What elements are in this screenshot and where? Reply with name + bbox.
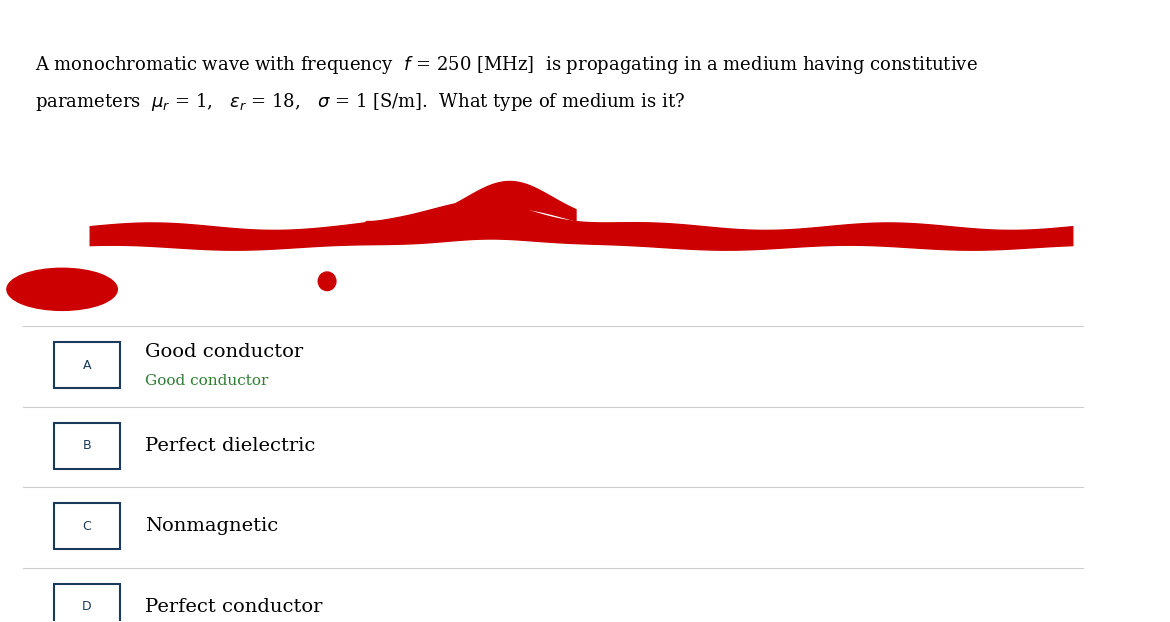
Text: Perfect dielectric: Perfect dielectric <box>145 437 315 455</box>
Text: Perfect conductor: Perfect conductor <box>145 598 322 616</box>
Text: Nonmagnetic: Nonmagnetic <box>145 517 278 535</box>
FancyBboxPatch shape <box>54 503 119 549</box>
Text: Good conductor: Good conductor <box>145 374 268 388</box>
Text: A monochromatic wave with frequency  $f$ = 250 [MHz]  is propagating in a medium: A monochromatic wave with frequency $f$ … <box>34 54 977 76</box>
Text: D: D <box>82 600 91 613</box>
Ellipse shape <box>318 272 336 290</box>
FancyBboxPatch shape <box>54 584 119 622</box>
Text: B: B <box>83 439 91 452</box>
Text: parameters  $\mu_r$ = 1,   $\varepsilon_r$ = 18,   $\sigma$ = 1 [S/m].  What typ: parameters $\mu_r$ = 1, $\varepsilon_r$ … <box>34 91 684 113</box>
Ellipse shape <box>7 268 117 310</box>
Text: Good conductor: Good conductor <box>145 343 303 361</box>
Text: C: C <box>83 519 91 532</box>
FancyBboxPatch shape <box>54 342 119 388</box>
Text: A: A <box>83 359 91 372</box>
FancyBboxPatch shape <box>54 423 119 468</box>
